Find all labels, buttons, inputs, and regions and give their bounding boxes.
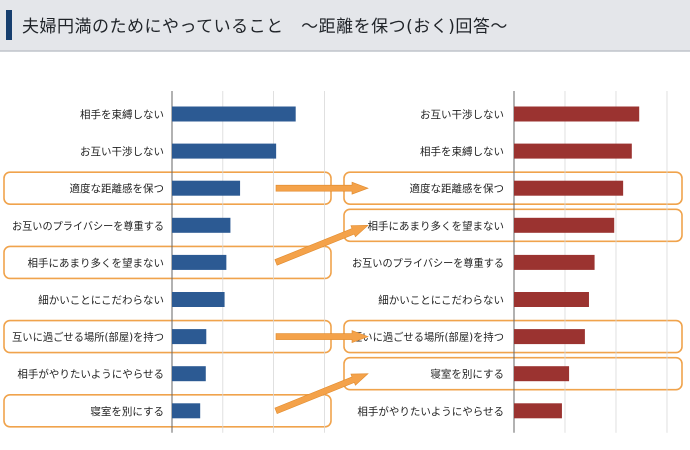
husband-bar bbox=[172, 403, 201, 419]
wife-highlight-box bbox=[343, 171, 683, 205]
husband-highlight-box bbox=[3, 393, 332, 428]
wife-category-label: 相手を束縛しない bbox=[420, 145, 504, 158]
husband-bar bbox=[172, 292, 225, 307]
wife-category-label: 相手にあまり多くを望まない bbox=[368, 219, 505, 232]
wife-highlight-box bbox=[343, 356, 683, 391]
husband-category-label: 適度な距離感を保つ bbox=[70, 182, 165, 195]
title-divider bbox=[0, 51, 690, 52]
husband-bar bbox=[172, 217, 231, 233]
wife-category-label: 互いに過ごせる場所(部屋)を持つ bbox=[352, 331, 504, 344]
husband-bar bbox=[172, 329, 207, 345]
husband-category-label: 互いに過ごせる場所(部屋)を持つ bbox=[12, 331, 164, 344]
husband-bar bbox=[172, 254, 227, 270]
husband-category-label: 細かいことにこだわらない bbox=[38, 294, 164, 307]
title-bar: 夫婦円満のためにやっていること ～距離を保つ(おく)回答～ bbox=[0, 0, 690, 51]
comparison-arrow bbox=[275, 181, 369, 195]
husband-category-label: お互い干渉しない bbox=[80, 145, 164, 158]
wife-category-label: 細かいことにこだわらない bbox=[378, 294, 504, 307]
title-accent-bar bbox=[6, 10, 12, 40]
husband-bar bbox=[172, 143, 277, 159]
husband-bar bbox=[172, 366, 206, 382]
wife-highlight-box bbox=[343, 208, 683, 243]
husband-bar bbox=[172, 180, 241, 196]
page-title: 夫婦円満のためにやっていること ～距離を保つ(おく)回答～ bbox=[22, 17, 508, 37]
husband-category-label: 相手がやりたいようにやらせる bbox=[17, 368, 164, 381]
husband-category-label: 寝室を別にする bbox=[90, 405, 164, 418]
wife-bar bbox=[514, 403, 562, 419]
husband-category-label: お互いのプライバシーを尊重する bbox=[12, 219, 164, 232]
wife-category-label: 適度な距離感を保つ bbox=[410, 182, 505, 195]
husband-bar bbox=[172, 106, 296, 122]
comparison-arrow bbox=[274, 224, 369, 266]
wife-category-label: お互い干渉しない bbox=[420, 108, 504, 121]
husband-highlight-box bbox=[3, 245, 332, 280]
wife-category-label: 相手がやりたいようにやらせる bbox=[357, 405, 504, 418]
wife-bar bbox=[514, 217, 615, 233]
wife-bar bbox=[514, 143, 632, 159]
comparison-arrow bbox=[274, 373, 369, 414]
wife-bar bbox=[514, 329, 585, 345]
wife-category-label: 寝室を別にする bbox=[430, 368, 504, 381]
wife-bar bbox=[514, 254, 595, 270]
husband-category-label: 相手を束縛しない bbox=[80, 108, 164, 121]
husband-category-label: 相手にあまり多くを望まない bbox=[28, 256, 165, 269]
wife-bar bbox=[514, 180, 624, 196]
wife-category-label: お互いのプライバシーを尊重する bbox=[352, 256, 504, 269]
wife-bar bbox=[514, 366, 570, 382]
wife-bar bbox=[514, 106, 640, 122]
wife-bar bbox=[514, 292, 589, 307]
comparison-arrow bbox=[275, 330, 369, 344]
